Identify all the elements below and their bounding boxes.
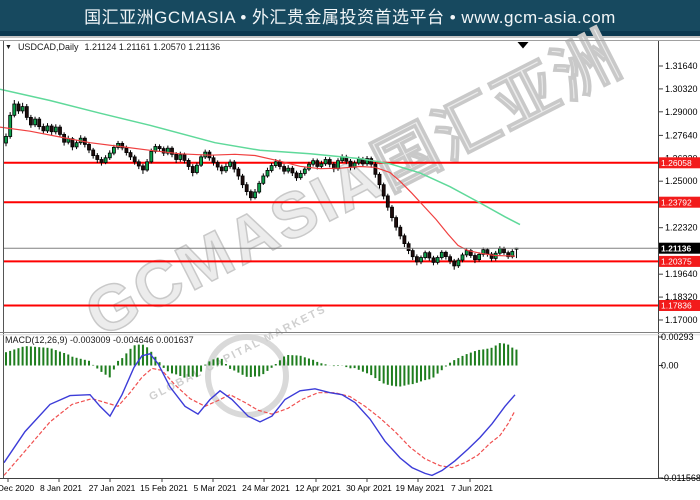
svg-text:1.26058: 1.26058 [661,158,692,168]
svg-text:19 May 2021: 19 May 2021 [395,483,444,493]
svg-text:1.25000: 1.25000 [665,176,698,186]
svg-text:1.27640: 1.27640 [665,130,698,140]
svg-text:1.17000: 1.17000 [665,315,698,325]
ma-slow-line [0,88,521,226]
svg-text:0.00293: 0.00293 [661,332,694,342]
svg-text:12 Apr 2021: 12 Apr 2021 [295,483,341,493]
svg-text:1.20375: 1.20375 [661,257,692,267]
promo-banner: 国汇亚洲GCMASIA • 外汇贵金属投资首选平台 • www.gcm-asia… [0,0,700,31]
promo-banner-text: 国汇亚洲GCMASIA • 外汇贵金属投资首选平台 • www.gcm-asia… [84,8,616,27]
svg-text:18 Dec 2020: 18 Dec 2020 [0,483,34,493]
svg-text:0.00: 0.00 [661,361,679,371]
svg-text:7 Jun 2021: 7 Jun 2021 [451,483,493,493]
svg-text:-0.011568: -0.011568 [661,473,700,483]
svg-text:1.30320: 1.30320 [665,84,698,94]
svg-text:1.23792: 1.23792 [661,197,692,207]
svg-text:1.21136: 1.21136 [661,243,692,253]
macd-histogram [5,343,518,387]
chart-borders [0,40,700,479]
macd-signal-line [3,367,516,476]
svg-text:30 Apr 2021: 30 Apr 2021 [346,483,392,493]
ma-fast-line [0,126,516,257]
chart-shift-marker [517,42,529,49]
svg-text:27 Jan 2021: 27 Jan 2021 [89,483,136,493]
svg-text:1.22320: 1.22320 [665,223,698,233]
svg-text:5 Mar 2021: 5 Mar 2021 [194,483,237,493]
date-axis[interactable]: 18 Dec 2020 8 Jan 2021 27 Jan 2021 15 Feb 2… [0,478,493,494]
macd-main-line [3,353,516,477]
chart-menu-icon[interactable]: ▼ [5,43,12,51]
chart-canvas[interactable]: 1.316401.303201.290001.276401.263201.250… [0,40,700,500]
macd-indicator-label: MACD(12,26,9) -0.003009 -0.004646 0.0016… [5,335,194,345]
candles-layer [4,100,519,270]
svg-text:1.29000: 1.29000 [665,107,698,117]
svg-text:8 Jan 2021: 8 Jan 2021 [40,483,82,493]
promo-banner-divider [0,36,700,38]
chart-ohlc-values: 1.21124 1.21161 1.20570 1.21136 [84,42,221,52]
svg-text:1.31640: 1.31640 [665,61,698,71]
svg-text:15 Feb 2021: 15 Feb 2021 [140,483,188,493]
promo-banner-strip [0,31,700,36]
chart-symbol-label: USDCAD,Daily [17,42,79,52]
chart-title: ▼ USDCAD,Daily 1.21124 1.21161 1.20570 1… [5,42,220,52]
svg-text:1.19640: 1.19640 [665,269,698,279]
horizontal-levels [4,161,658,307]
price-axis[interactable]: 1.316401.303201.290001.276401.263201.250… [658,61,700,483]
svg-text:1.18320: 1.18320 [665,292,698,302]
svg-text:24 Mar 2021: 24 Mar 2021 [242,483,290,493]
svg-text:1.17836: 1.17836 [661,301,692,311]
